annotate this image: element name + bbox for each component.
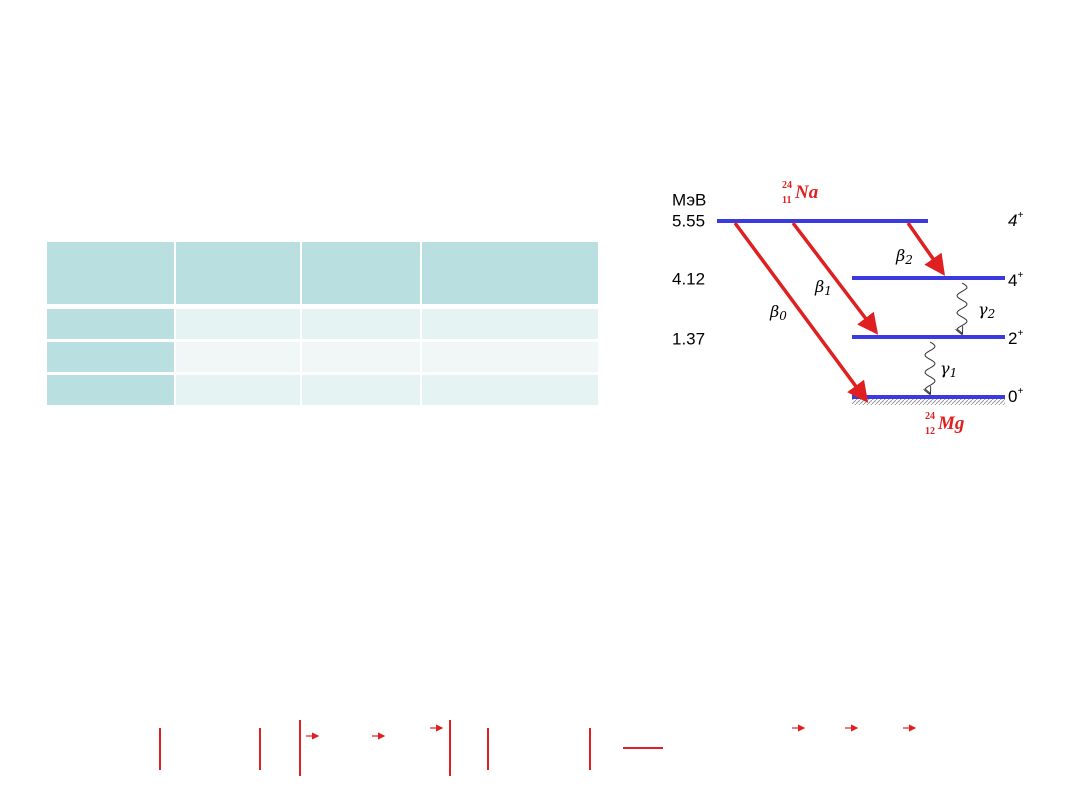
gamma-label: γ1 xyxy=(940,359,957,380)
table-header xyxy=(47,242,598,304)
beta-arrow xyxy=(733,221,869,403)
beta-arrow xyxy=(791,221,879,335)
table-cell xyxy=(47,342,174,372)
gamma-arrow xyxy=(925,341,936,394)
energy-label: 5.55 xyxy=(672,211,705,230)
table xyxy=(47,242,598,405)
gamma-arrow xyxy=(957,282,968,334)
parent-charge: 11 xyxy=(782,195,791,206)
gamma-label: γ2 xyxy=(978,300,995,321)
beta-label: β1 xyxy=(814,277,832,298)
daughter-symbol: Mg xyxy=(937,413,964,434)
daughter-charge: 12 xyxy=(925,426,935,437)
beta-arrows xyxy=(733,221,946,403)
energy-label: 4.12 xyxy=(672,269,705,288)
spin-label: 0+ xyxy=(1008,386,1023,407)
spin-label: 2+ xyxy=(1008,328,1023,349)
beta-arrow xyxy=(906,221,946,276)
spin-label: 4+ xyxy=(1008,210,1023,231)
table-cell xyxy=(47,375,174,405)
beta-label: β0 xyxy=(769,302,787,323)
energy-label: 1.37 xyxy=(672,329,705,348)
parent-symbol: Na xyxy=(794,182,819,203)
spin-label: 4+ xyxy=(1008,270,1023,291)
table-borders xyxy=(47,242,598,405)
levels xyxy=(717,219,1005,399)
decay-scheme: МэВ 5.55 4.12 1.37 24 11 Na 4+ 4+ 2+ 0+ … xyxy=(672,180,1023,437)
table-cell xyxy=(176,342,598,372)
table-cell xyxy=(47,309,174,339)
table-cell xyxy=(176,309,598,339)
table-cell xyxy=(176,375,598,405)
daughter-mass: 24 xyxy=(925,411,935,422)
parent-mass: 24 xyxy=(782,180,792,191)
formula-fragments xyxy=(159,720,917,776)
ground-hatch xyxy=(852,399,1005,405)
unit-label: МэВ xyxy=(672,190,706,209)
beta-label: β2 xyxy=(895,246,913,267)
